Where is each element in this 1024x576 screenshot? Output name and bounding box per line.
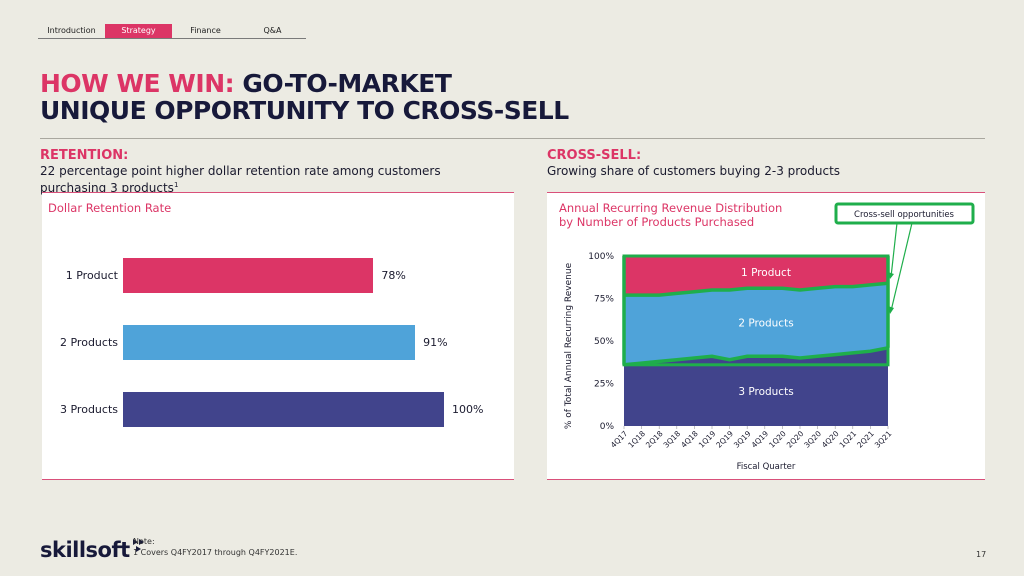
x-tick-label: 4Q20 [820, 429, 841, 450]
x-tick-label: 4Q18 [679, 429, 700, 450]
bar-category-label: 3 Products [60, 403, 118, 416]
area-3-products [624, 347, 888, 426]
annotation-text: Cross-sell opportunities [854, 210, 955, 220]
title-accent: HOW WE WIN: [40, 69, 235, 98]
x-tick-label: 3Q21 [873, 429, 894, 450]
x-tick-label: 3Q20 [802, 429, 823, 450]
area-1-product [624, 256, 888, 296]
note-label: Note: [133, 537, 155, 546]
y-tick-label: 25% [594, 380, 614, 390]
tab-qa[interactable]: Q&A [263, 26, 282, 35]
series-label-1-product: 1 Product [741, 267, 791, 279]
y-tick-label: 50% [594, 337, 614, 347]
retention-heading: RETENTION: [40, 148, 129, 163]
logo-text: skillsoft [40, 538, 130, 562]
crosssell-heading: CROSS-SELL: [547, 148, 642, 163]
y-axis-label: % of Total Annual Recurring Revenue [564, 262, 574, 429]
annotation-box [834, 202, 975, 225]
x-tick-label: 4Q17 [609, 429, 630, 450]
annotation-arrow-2 [890, 222, 913, 312]
title-rest: GO-TO-MARKET [242, 69, 452, 98]
annotation-arrowhead-1 [888, 272, 894, 279]
title-line2: UNIQUE OPPORTUNITY TO CROSS-SELL [40, 96, 569, 125]
x-tick-label: 2Q20 [785, 429, 806, 450]
area-2-products [624, 283, 888, 365]
crosssell-subtitle: Growing share of customers buying 2-3 pr… [547, 164, 841, 178]
retention-subtitle-text: 22 percentage point higher dollar retent… [40, 164, 441, 195]
series-label-2-products: 2 Products [738, 317, 793, 329]
x-axis-label: Fiscal Quarter [737, 462, 796, 472]
bar-value-label: 100% [452, 403, 484, 416]
arr-stacked-area-chart: 3 Products 2 Products 1 Product 0% 25% 50% 75%… [564, 202, 975, 472]
x-tick-label: 1Q18 [626, 429, 647, 450]
x-tick-label: 1Q21 [838, 429, 859, 450]
highlight-2products-boundary [624, 281, 889, 297]
x-tick-label: 3Q18 [662, 429, 683, 450]
tab-introduction[interactable]: Introduction [47, 26, 96, 35]
arr-chart-title: Annual Recurring Revenue Distribution by… [559, 201, 782, 229]
retention-chart-title: Dollar Retention Rate [48, 201, 172, 215]
footnote: Note: 1 Covers Q4FY2017 through Q4FY2021… [133, 536, 297, 558]
x-tick-label: 1Q20 [767, 429, 788, 450]
y-tick-label: 75% [594, 295, 614, 305]
arr-title-line1: Annual Recurring Revenue Distribution [559, 201, 783, 215]
y-tick-label: 100% [588, 252, 614, 262]
bar-2 [123, 325, 416, 360]
x-tick-label: 2Q18 [644, 429, 665, 450]
header-divider [40, 138, 985, 139]
x-tick-label: 1Q19 [697, 429, 718, 450]
x-tick-label: 2Q21 [855, 429, 876, 450]
arr-panel: Annual Recurring Revenue Distribution by… [547, 192, 985, 480]
bar-category-label: 2 Products [60, 336, 118, 349]
logo-play-icon [132, 539, 144, 552]
bar-3 [123, 392, 444, 427]
retention-subtitle: 22 percentage point higher dollar retent… [40, 164, 500, 195]
page-title: HOW WE WIN: GO-TO-MARKET UNIQUE OPPORTUN… [40, 70, 569, 124]
bar-1 [123, 258, 374, 293]
annotation-arrow-1 [890, 222, 898, 278]
tab-strategy[interactable]: Strategy [105, 24, 172, 38]
highlight-3products-boundary [623, 346, 889, 367]
tab-finance[interactable]: Finance [190, 26, 221, 35]
x-tick-label: 2Q19 [714, 429, 735, 450]
page-number: 17 [976, 550, 987, 559]
bar-value-label: 91% [423, 336, 448, 349]
note-text: 1 Covers Q4FY2017 through Q4FY2021E. [133, 548, 298, 557]
series-label-3-products: 3 Products [738, 386, 793, 398]
skillsoft-logo: skillsoft [40, 538, 145, 562]
footnote-mark: 1 [173, 181, 179, 189]
x-tick-label: 4Q19 [750, 429, 771, 450]
bar-category-label: 1 Product [65, 269, 118, 282]
annotation-arrowhead-2 [888, 306, 894, 314]
arr-title-line2: by Number of Products Purchased [559, 215, 755, 229]
x-tick-label: 3Q19 [732, 429, 753, 450]
retention-panel: Dollar Retention Rate 1 Product 78% 2 Prod… [42, 192, 514, 480]
section-nav: Introduction Strategy Finance Q&A [38, 24, 306, 39]
y-tick-label: 0% [600, 422, 615, 432]
bar-value-label: 78% [381, 269, 406, 282]
